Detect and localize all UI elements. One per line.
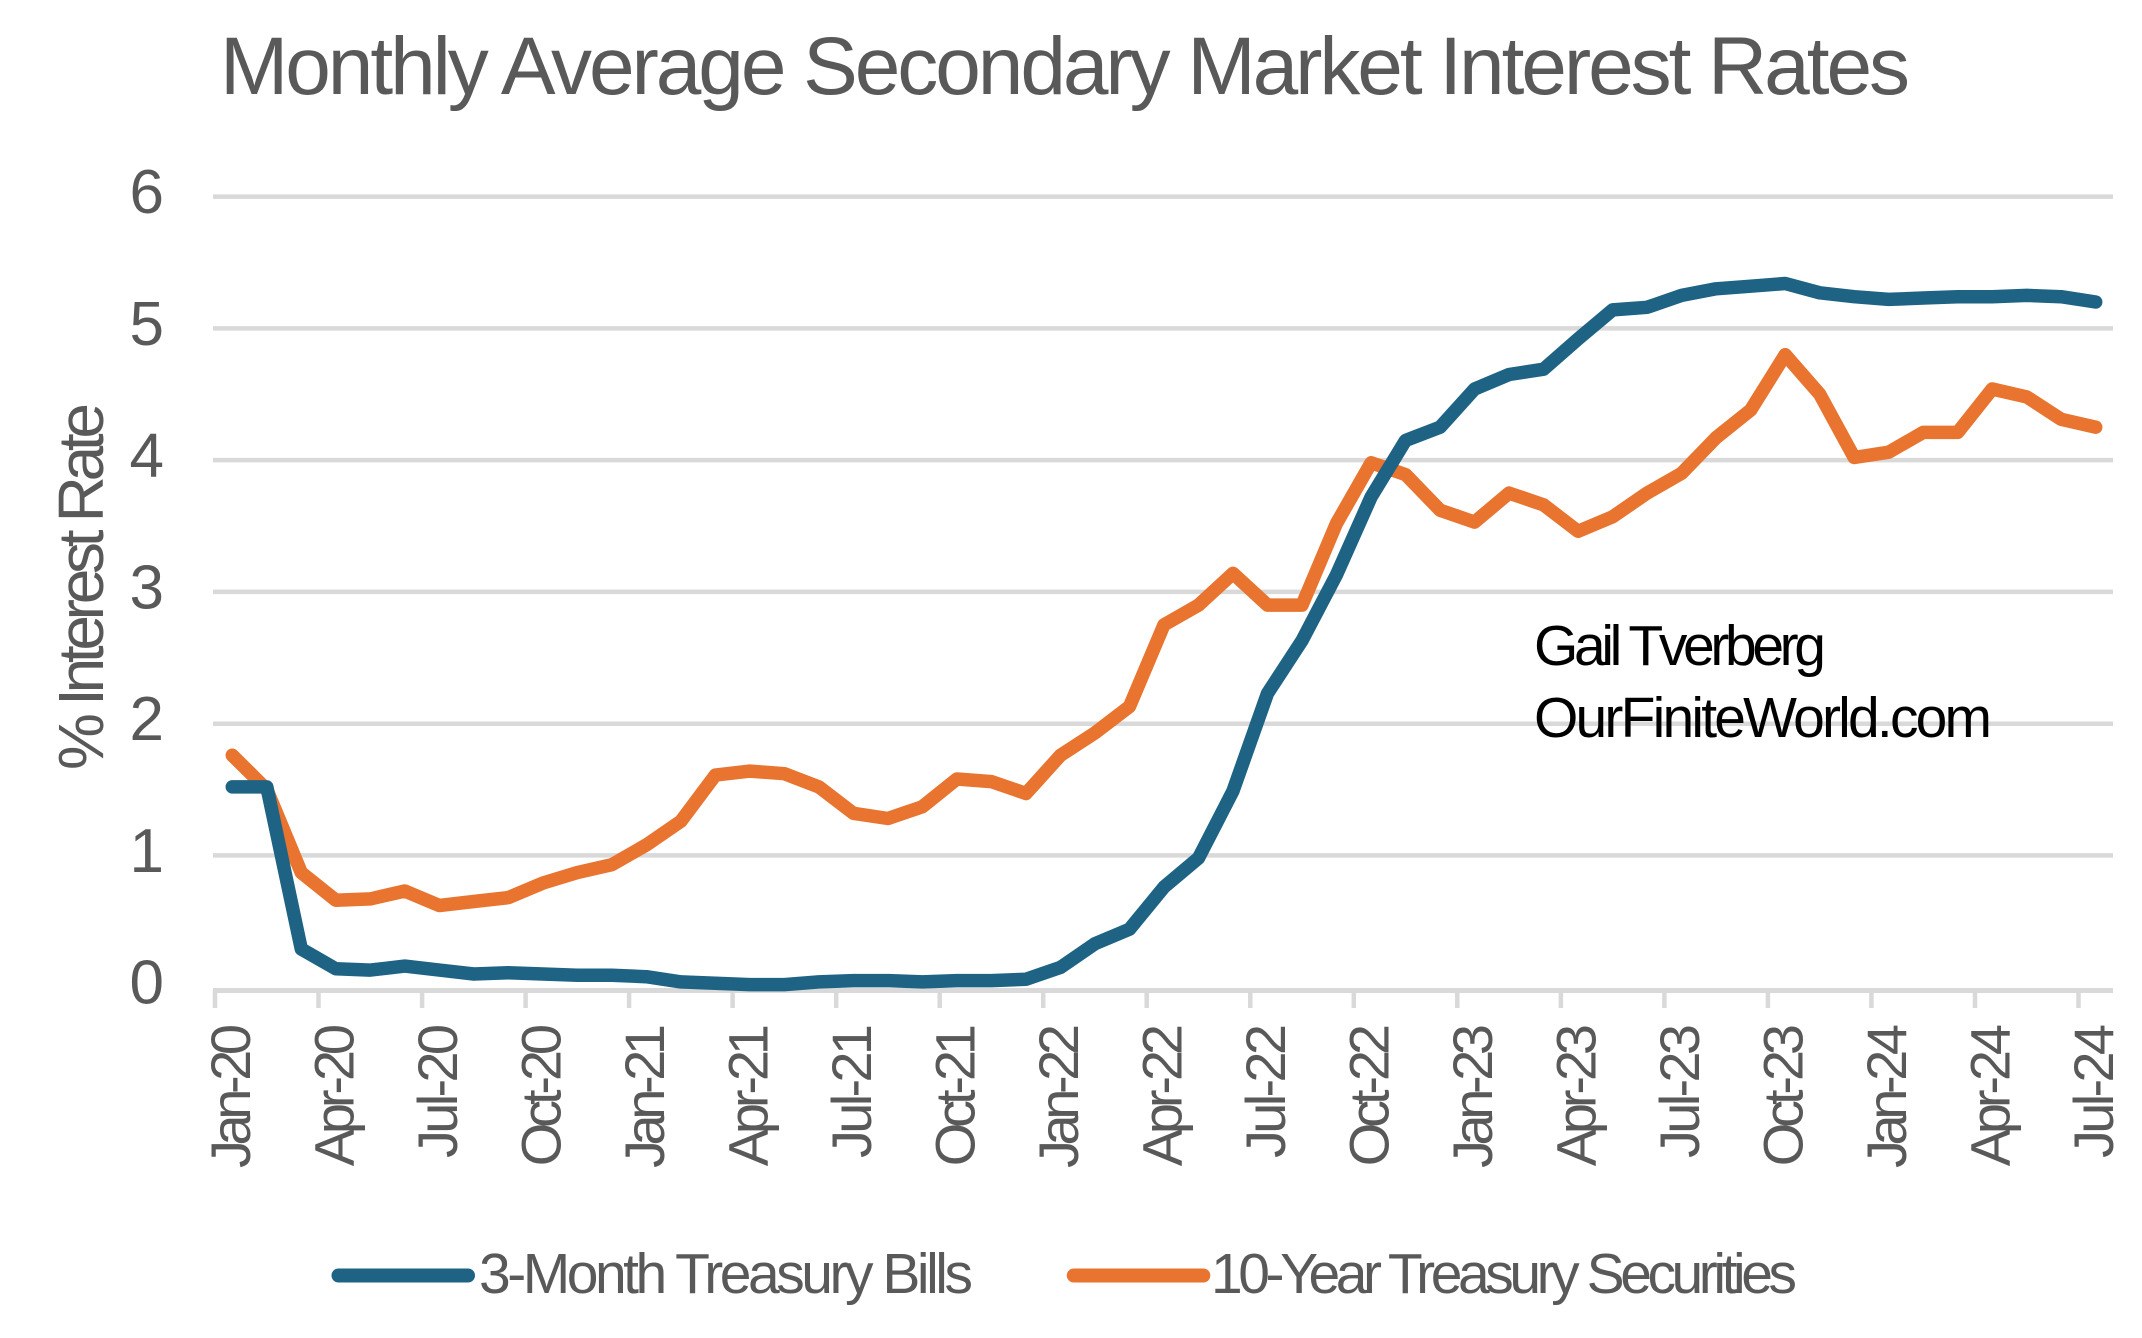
svg-text:Jan-21: Jan-21: [613, 1024, 676, 1168]
svg-text:Jan-20: Jan-20: [199, 1024, 262, 1168]
svg-text:Oct-22: Oct-22: [1338, 1024, 1401, 1166]
svg-text:% Interest Rate: % Interest Rate: [45, 403, 117, 770]
svg-text:Apr-20: Apr-20: [302, 1024, 365, 1166]
svg-text:Jan-22: Jan-22: [1027, 1024, 1090, 1168]
svg-text:3-Month Treasury Bills: 3-Month Treasury Bills: [479, 1242, 973, 1306]
svg-text:10-Year Treasury Securities: 10-Year Treasury Securities: [1211, 1242, 1797, 1306]
svg-text:5: 5: [130, 290, 164, 359]
svg-text:6: 6: [130, 158, 164, 227]
svg-text:Jul-20: Jul-20: [406, 1024, 469, 1158]
svg-text:Jul-24: Jul-24: [2062, 1024, 2125, 1158]
svg-text:Jan-24: Jan-24: [1855, 1024, 1918, 1168]
svg-text:Oct-23: Oct-23: [1752, 1024, 1815, 1166]
svg-text:Jul-22: Jul-22: [1234, 1024, 1297, 1158]
svg-text:OurFiniteWorld.com: OurFiniteWorld.com: [1534, 686, 1992, 750]
svg-text:Oct-20: Oct-20: [509, 1024, 572, 1166]
svg-text:1: 1: [130, 817, 164, 886]
svg-text:2: 2: [130, 685, 164, 754]
svg-text:3: 3: [130, 553, 164, 622]
svg-text:Jan-23: Jan-23: [1441, 1024, 1504, 1168]
svg-text:Apr-23: Apr-23: [1545, 1024, 1608, 1166]
svg-text:4: 4: [130, 422, 164, 491]
svg-text:Gail Tverberg: Gail Tverberg: [1534, 614, 1826, 678]
svg-text:Apr-21: Apr-21: [716, 1024, 779, 1166]
svg-text:Oct-21: Oct-21: [923, 1024, 986, 1166]
svg-text:Monthly Average Secondary Mark: Monthly Average Secondary Market Interes…: [220, 21, 1910, 112]
svg-text:Apr-24: Apr-24: [1959, 1024, 2022, 1166]
svg-text:0: 0: [130, 949, 164, 1018]
svg-text:Jul-23: Jul-23: [1648, 1024, 1711, 1158]
svg-text:Apr-22: Apr-22: [1131, 1024, 1194, 1166]
svg-text:Jul-21: Jul-21: [820, 1024, 883, 1158]
